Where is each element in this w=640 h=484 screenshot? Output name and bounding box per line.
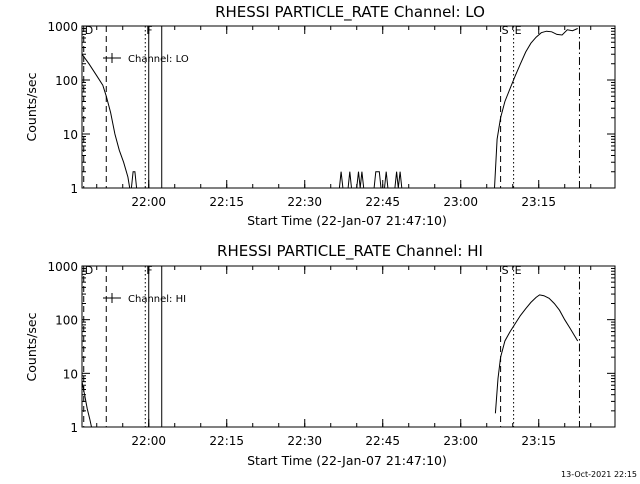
y-tick-label: 1000 [47, 260, 78, 274]
legend: Channel: LO [103, 53, 189, 65]
y-tick-label: 100 [55, 74, 78, 88]
x-tick-label: 22:00 [131, 434, 166, 448]
x-tick-label: 22:30 [287, 195, 322, 209]
x-tick-label: 23:00 [443, 195, 478, 209]
axis-ticks: 1 10 100 1000 22:00 22:15 22:30 22:45 23:00 23:15 [47, 20, 615, 209]
data-series-line [356, 171, 365, 189]
y-tick-label: 10 [63, 367, 78, 381]
x-axis-label: Start Time (22-Jan-07 21:47:10) [247, 213, 447, 228]
time-marker-label: F [146, 264, 152, 277]
y-tick-label: 1 [70, 421, 78, 435]
y-axis-label: Counts/sec [24, 312, 39, 381]
panel-channel-hi: RHESSI PARTICLE_RATE Channel: HI 1101001… [24, 242, 616, 468]
x-tick-label: 22:45 [365, 195, 400, 209]
x-tick-label: 22:00 [131, 195, 166, 209]
x-tick-label: 23:00 [443, 434, 478, 448]
y-tick-label: 10 [63, 128, 78, 142]
data-series-line [347, 171, 352, 189]
time-marker-label: E [515, 264, 522, 277]
data-series-line [81, 381, 92, 428]
plot-frame [81, 265, 616, 428]
time-marker-label: D [85, 264, 93, 277]
data-series-line [338, 171, 344, 189]
panel-channel-lo: RHESSI PARTICLE_RATE Channel: LO 1101001… [24, 3, 616, 228]
x-tick-label: 22:15 [209, 195, 244, 209]
data-series-line [81, 53, 131, 189]
data-series-line [394, 171, 403, 189]
y-tick-label: 1 [70, 182, 78, 196]
data-series-line [384, 171, 389, 189]
x-tick-label: 22:45 [365, 434, 400, 448]
y-axis-label: Counts/sec [24, 72, 39, 141]
x-tick-label: 22:15 [209, 434, 244, 448]
data-series-line [494, 294, 579, 414]
time-marker-label: S [502, 24, 509, 37]
y-tick-label: 100 [55, 314, 78, 328]
panel-title: RHESSI PARTICLE_RATE Channel: HI [217, 242, 483, 261]
x-tick-label: 23:15 [521, 195, 556, 209]
data-series-line [130, 171, 138, 189]
data-series-line [494, 28, 578, 189]
legend-label: Channel: LO [128, 54, 189, 65]
panel-title: RHESSI PARTICLE_RATE Channel: LO [215, 3, 485, 22]
x-tick-label: 22:30 [287, 434, 322, 448]
legend-label: Channel: HI [128, 294, 186, 305]
data-series-line [373, 171, 382, 189]
y-tick-label: 1000 [47, 20, 78, 34]
series-channel-lo [81, 28, 578, 189]
time-marker-label: E [515, 24, 522, 37]
axis-ticks: 1 10 100 1000 22:00 22:15 22:30 22:45 23:00 23:15 [47, 260, 615, 448]
time-marker-label: D [85, 24, 93, 37]
x-axis-label: Start Time (22-Jan-07 21:47:10) [247, 453, 447, 468]
time-marker-label: F [146, 24, 152, 37]
generation-timestamp: 13-Oct-2021 22:15 [561, 470, 637, 479]
x-tick-label: 23:15 [521, 434, 556, 448]
legend: Channel: HI [103, 293, 186, 305]
time-marker-label: S [502, 264, 509, 277]
series-channel-hi [81, 294, 579, 428]
